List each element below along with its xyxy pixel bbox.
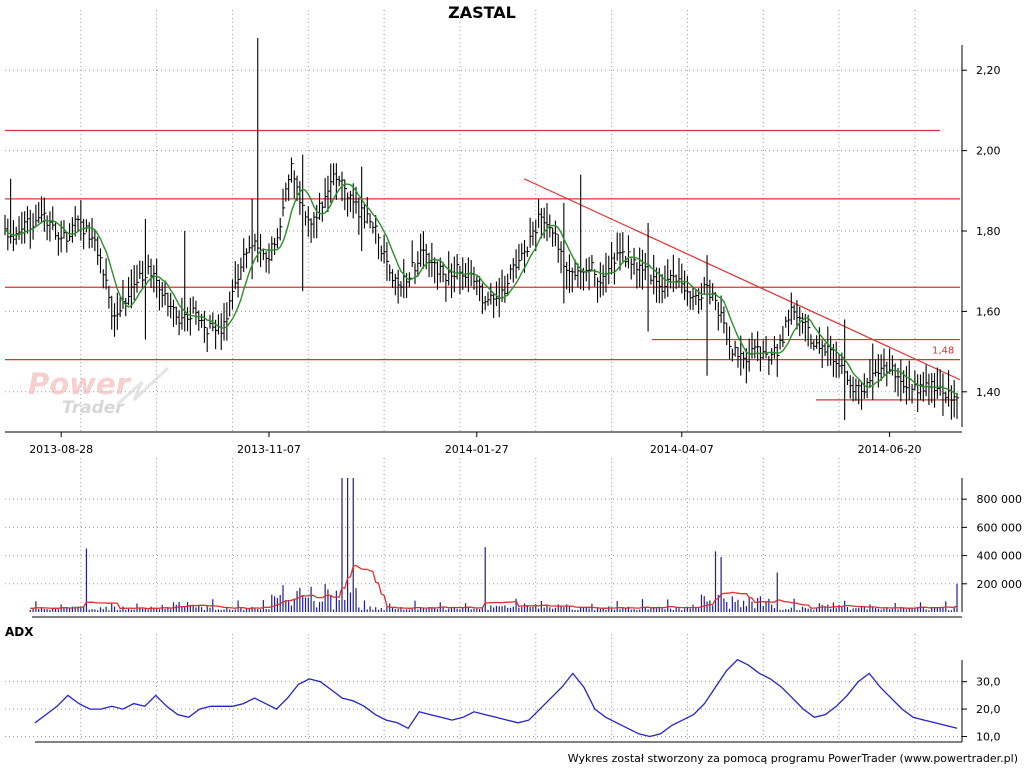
axes: 1,40 1,60 1,80 2,00 2,20 2013-08-28 2013-11-07… (5, 45, 1022, 744)
adx-line (34, 658, 958, 738)
adx-y-tick-label: 10,0 (976, 731, 1001, 744)
adx-y-tick-label: 30,0 (976, 676, 1001, 689)
date-tick-label: 2014-04-07 (650, 443, 714, 456)
trend-line (523, 178, 961, 381)
price-y-tick-label: 2,20 (976, 64, 1001, 77)
adx-panel-title: ADX (5, 625, 34, 639)
footer-credit: Wykres został stworzony za pomocą progra… (568, 752, 1018, 765)
price-y-tick-label: 1,40 (976, 386, 1001, 399)
price-y-tick-label: 2,00 (976, 145, 1001, 158)
adx-y-tick-label: 20,0 (976, 703, 1001, 716)
price-y-tick-label: 1,60 (976, 305, 1001, 318)
grid-lines (5, 10, 962, 742)
date-tick-label: 2014-06-20 (858, 443, 922, 456)
date-tick-label: 2013-08-28 (29, 443, 93, 456)
volume-panel (29, 478, 958, 612)
adx-panel (34, 658, 958, 738)
powertrader-logo: Power Trader (28, 366, 170, 418)
volume-y-tick-label: 600 000 (977, 521, 1023, 534)
logo-word-trader: Trader (62, 398, 125, 418)
logo-word-power: Power (28, 367, 132, 401)
volume-y-tick-label: 200 000 (977, 578, 1023, 591)
logo-swoosh-icon (116, 366, 170, 406)
level-label: 1,48 (932, 346, 954, 357)
date-tick-label: 2014-01-27 (445, 443, 509, 456)
volume-average-line (30, 564, 958, 610)
price-panel: 1,48 (4, 38, 961, 420)
volume-y-tick-label: 400 000 (977, 550, 1023, 563)
volume-y-tick-label: 800 000 (977, 493, 1023, 506)
price-y-tick-label: 1,80 (976, 225, 1001, 238)
date-tick-label: 2013-11-07 (237, 443, 301, 456)
chart-title: ZASTAL (448, 3, 516, 22)
moving-average-line (4, 183, 958, 395)
